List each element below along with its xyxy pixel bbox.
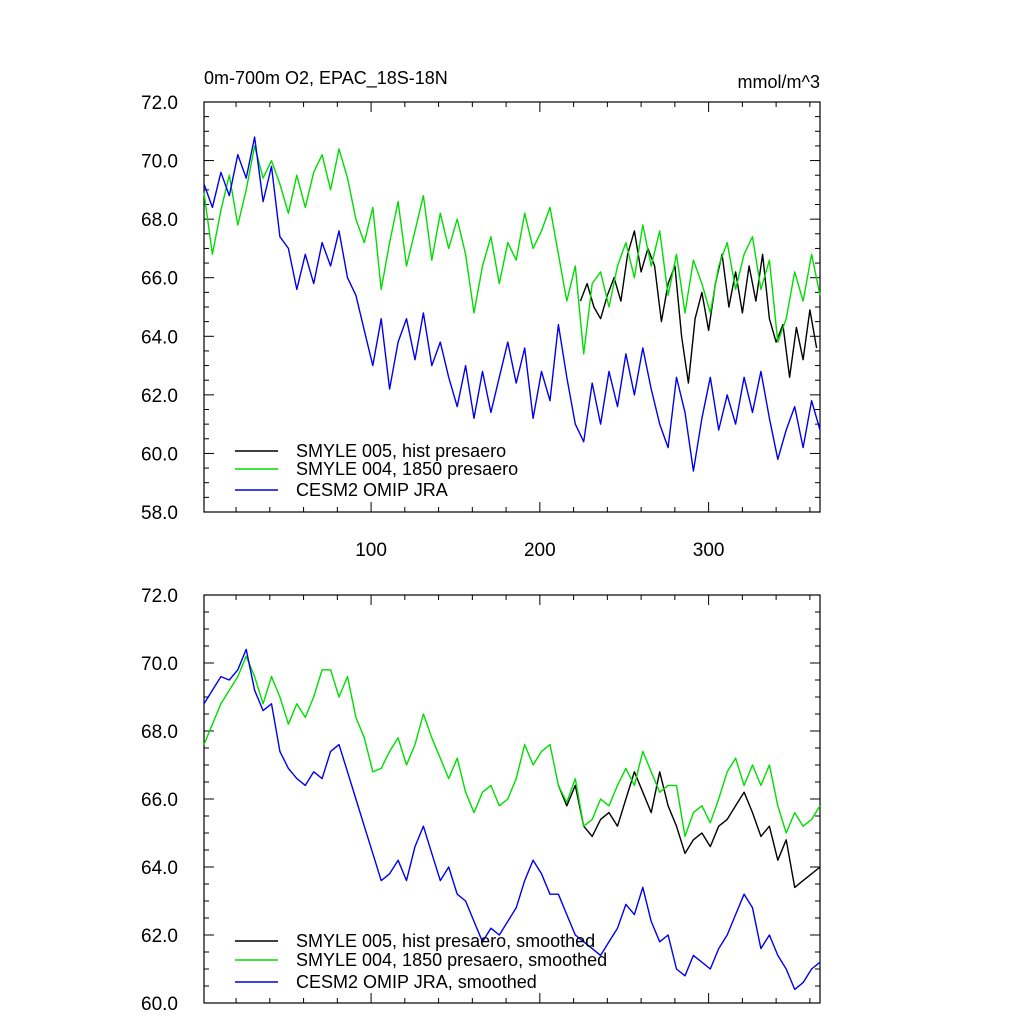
bottom-panel-legend-label-2: CESM2 OMIP JRA, smoothed [296,972,537,992]
top-panel-series-line-0 [579,230,818,384]
top-panel-legend-label-2: CESM2 OMIP JRA [296,480,448,500]
bottom-panel-y-tick-label: 64.0 [141,858,178,879]
top-panel-series-line-1 [203,145,821,355]
bottom-panel-series-line-1 [203,655,821,838]
top-panel-x-tick-label: 300 [693,540,725,561]
top-panel-y-tick-label: 70.0 [141,152,178,173]
top-panel-y-tick-label: 60.0 [141,444,178,465]
bottom-panel-legend-label-0: SMYLE 005, hist presaero, smoothed [296,931,595,951]
top-panel-series-line-2 [203,136,821,472]
bottom-panel-y-tick-label: 72.0 [141,586,178,607]
bottom-panel-y-tick-label: 60.0 [141,994,178,1015]
bottom-panel-legend-label-1: SMYLE 004, 1850 presaero, smoothed [296,950,607,970]
top-panel-units-label: mmol/m^3 [738,72,820,92]
top-panel-y-tick-label: 66.0 [141,269,178,290]
bottom-panel-y-tick-label: 70.0 [141,654,178,675]
top-panel-y-tick-label: 62.0 [141,386,178,407]
top-panel-y-tick-label: 68.0 [141,210,178,231]
bottom-panel-series-line-0 [557,771,821,889]
bottom-panel-y-tick-label: 68.0 [141,722,178,743]
top-panel-title-left: 0m-700m O2, EPAC_18S-18N [204,68,448,89]
top-panel-y-tick-label: 58.0 [141,503,178,524]
bottom-panel-series-line-2 [203,648,821,991]
bottom-panel-y-tick-label: 66.0 [141,790,178,811]
top-panel-legend-label-0: SMYLE 005, hist presaero [296,441,506,461]
top-panel-x-tick-label: 100 [355,540,387,561]
top-panel-y-tick-label: 64.0 [141,327,178,348]
top-panel-y-tick-label: 72.0 [141,93,178,114]
bottom-panel-y-tick-label: 62.0 [141,926,178,947]
top-panel-x-tick-label: 200 [524,540,556,561]
top-panel-legend-label-1: SMYLE 004, 1850 presaero [296,459,518,479]
